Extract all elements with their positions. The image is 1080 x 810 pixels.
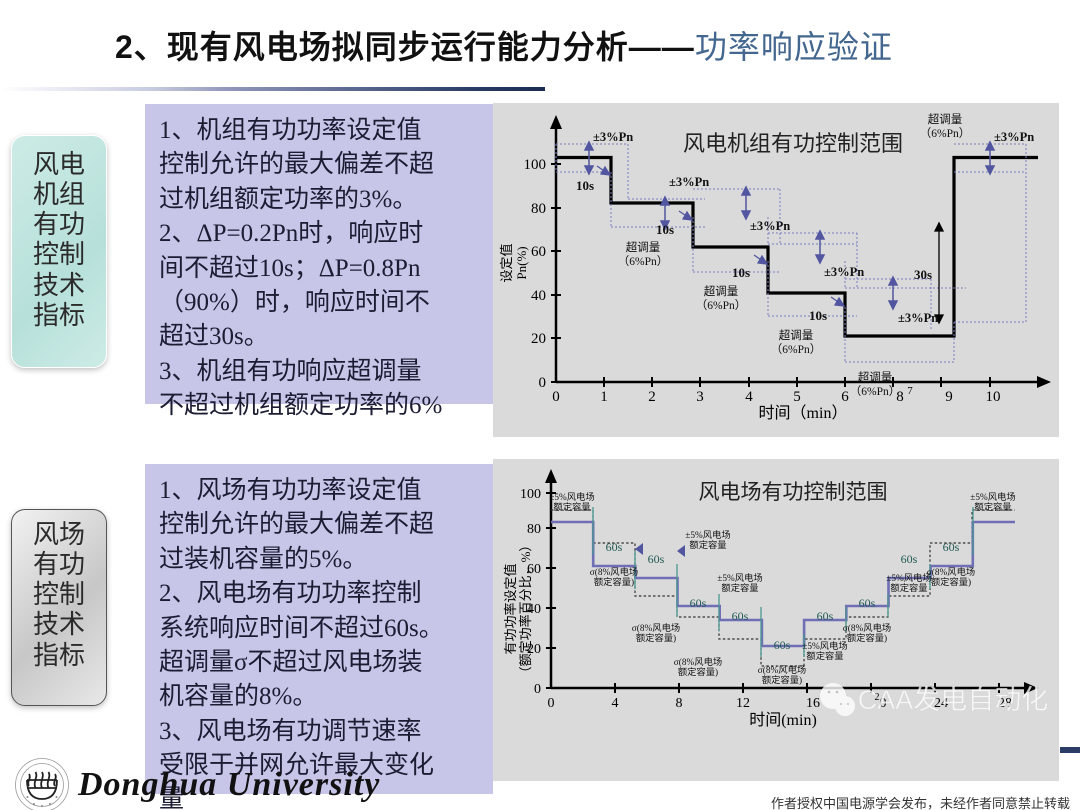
svg-text:额定容量): 额定容量) [847, 632, 887, 644]
svg-text:±3%Pn: ±3%Pn [750, 219, 790, 233]
svg-text:7: 7 [907, 385, 913, 397]
svg-text:时间(min): 时间(min) [749, 711, 817, 729]
svg-text:80: 80 [527, 522, 541, 537]
svg-text:60s: 60s [648, 552, 665, 566]
svg-text:超调量: 超调量 [779, 328, 814, 342]
svg-text:60s: 60s [732, 609, 749, 623]
svg-text:超调量: 超调量 [928, 112, 963, 126]
svg-text:σ(8%风电场: σ(8%风电场 [632, 622, 680, 634]
svg-text:超调量: 超调量 [858, 370, 893, 384]
svg-text:100: 100 [520, 487, 541, 502]
svg-text:16: 16 [806, 696, 820, 711]
svg-text:±5%风电场: ±5%风电场 [970, 491, 1015, 503]
svg-text:（6%Pn）: （6%Pn） [618, 255, 668, 268]
svg-text:风电场有功控制范围: 风电场有功控制范围 [699, 480, 888, 504]
svg-text:σ(8%风电场: σ(8%风电场 [758, 664, 806, 676]
svg-text:额定容量): 额定容量) [931, 576, 971, 588]
svg-text:额定容量: 额定容量 [721, 582, 758, 594]
svg-text:9: 9 [945, 389, 953, 405]
svg-text:±5%风电场: ±5%风电场 [886, 572, 931, 584]
svg-text:（额定功率百分比，%）: （额定功率百分比，%） [518, 539, 533, 680]
svg-text:±5%风电场: ±5%风电场 [685, 529, 730, 541]
svg-text:0: 0 [539, 375, 547, 391]
svg-text:设定值: 设定值 [499, 243, 514, 282]
svg-text:80: 80 [531, 201, 546, 217]
svg-text:30s: 30s [914, 267, 932, 282]
svg-text:60s: 60s [943, 540, 960, 554]
svg-text:3: 3 [696, 389, 704, 405]
svg-text:100: 100 [524, 157, 547, 173]
svg-text:±3%Pn: ±3%Pn [593, 130, 633, 144]
svg-text:额定容量: 额定容量 [806, 650, 843, 662]
svg-text:（6%Pn）: （6%Pn） [696, 299, 746, 312]
svg-text:（6%Pn）: （6%Pn） [920, 127, 970, 140]
svg-text:0: 0 [552, 389, 560, 405]
svg-text:σ(8%风电场: σ(8%风电场 [674, 656, 722, 668]
svg-text:额定容量: 额定容量 [890, 582, 927, 594]
svg-text:（6%Pn）: （6%Pn） [771, 343, 821, 356]
svg-text:60s: 60s [774, 638, 791, 652]
svg-text:60s: 60s [901, 552, 918, 566]
svg-text:10s: 10s [656, 222, 674, 237]
svg-text:风电机组有功控制范围: 风电机组有功控制范围 [683, 131, 903, 156]
svg-text:±5%风电场: ±5%风电场 [717, 572, 762, 584]
svg-text:有功功率设定值: 有功功率设定值 [503, 563, 518, 654]
svg-text:超调量: 超调量 [626, 240, 661, 254]
svg-text:额定容量): 额定容量) [594, 576, 634, 588]
svg-text:Pn(%): Pn(%) [514, 246, 529, 279]
svg-text:±3%Pn: ±3%Pn [994, 130, 1034, 144]
svg-text:σ(8%风电场: σ(8%风电场 [590, 566, 638, 578]
svg-text:2: 2 [648, 389, 656, 405]
svg-text:额定容量: 额定容量 [553, 501, 590, 513]
svg-text:额定容量): 额定容量) [678, 666, 718, 678]
svg-text:10s: 10s [809, 308, 827, 323]
svg-text:超调量: 超调量 [704, 284, 739, 298]
svg-text:60: 60 [531, 244, 546, 260]
svg-text:0: 0 [534, 682, 541, 697]
svg-text:±3%Pn: ±3%Pn [824, 265, 864, 279]
svg-text:60s: 60s [817, 609, 834, 623]
svg-text:20: 20 [531, 331, 546, 347]
svg-text:额定容量): 额定容量) [636, 632, 676, 644]
svg-text:1: 1 [600, 389, 608, 405]
svg-text:40: 40 [531, 288, 546, 304]
svg-text:±3%Pn: ±3%Pn [669, 175, 709, 189]
svg-text:σ(8%风电场: σ(8%风电场 [927, 566, 975, 578]
svg-text:10s: 10s [732, 265, 750, 280]
svg-text:额定容量: 额定容量 [974, 501, 1011, 513]
svg-text:σ(8%风电场: σ(8%风电场 [843, 622, 891, 634]
svg-text:0: 0 [548, 696, 555, 711]
svg-text:60s: 60s [690, 596, 707, 610]
svg-text:8: 8 [676, 696, 683, 711]
svg-text:4: 4 [745, 389, 753, 405]
svg-text:10: 10 [986, 389, 1001, 405]
svg-text:60s: 60s [606, 540, 623, 554]
svg-text:额定容量): 额定容量) [762, 674, 802, 686]
svg-text:6: 6 [841, 389, 849, 405]
svg-text:±5%风电场: ±5%风电场 [549, 491, 594, 503]
svg-text:60s: 60s [859, 596, 876, 610]
svg-text:4: 4 [612, 696, 619, 711]
svg-text:5: 5 [793, 389, 801, 405]
svg-text:额定容量: 额定容量 [689, 539, 726, 551]
svg-text:±5%风电场: ±5%风电场 [802, 640, 847, 652]
svg-text:（6%Pn）: （6%Pn） [850, 385, 900, 398]
svg-text:10s: 10s [576, 178, 594, 193]
svg-text:时间（min）: 时间（min） [759, 404, 848, 422]
svg-text:±3%Pn: ±3%Pn [898, 311, 938, 325]
svg-text:CAA发电自动化: CAA发电自动化 [858, 685, 1049, 715]
svg-text:12: 12 [736, 696, 750, 711]
